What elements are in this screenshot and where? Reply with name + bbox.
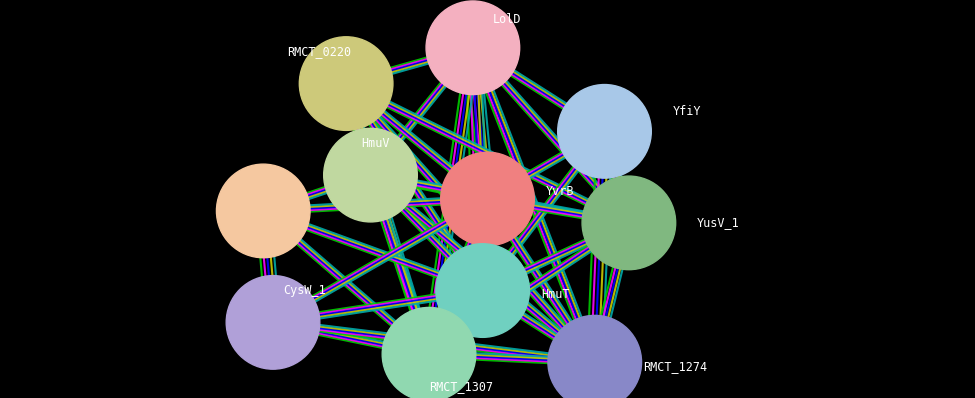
Ellipse shape [441,152,534,246]
Ellipse shape [436,244,529,338]
Ellipse shape [548,315,642,398]
Ellipse shape [226,275,320,369]
Ellipse shape [299,37,393,131]
Text: RMCT_1307: RMCT_1307 [429,380,493,392]
Text: HmuV: HmuV [361,137,389,150]
Ellipse shape [582,176,676,270]
Ellipse shape [216,164,310,258]
Text: YusV_1: YusV_1 [697,217,740,229]
Text: HmuT: HmuT [541,288,569,301]
Text: YvrB: YvrB [546,185,574,197]
Text: YfiY: YfiY [673,105,701,118]
Ellipse shape [426,1,520,95]
Ellipse shape [558,84,651,178]
Text: LolD: LolD [492,14,521,26]
Text: RMCT_1274: RMCT_1274 [644,360,708,373]
Ellipse shape [382,307,476,398]
Text: RMCT_0220: RMCT_0220 [288,45,352,58]
Ellipse shape [324,128,417,222]
Text: CysW_1: CysW_1 [283,284,326,297]
